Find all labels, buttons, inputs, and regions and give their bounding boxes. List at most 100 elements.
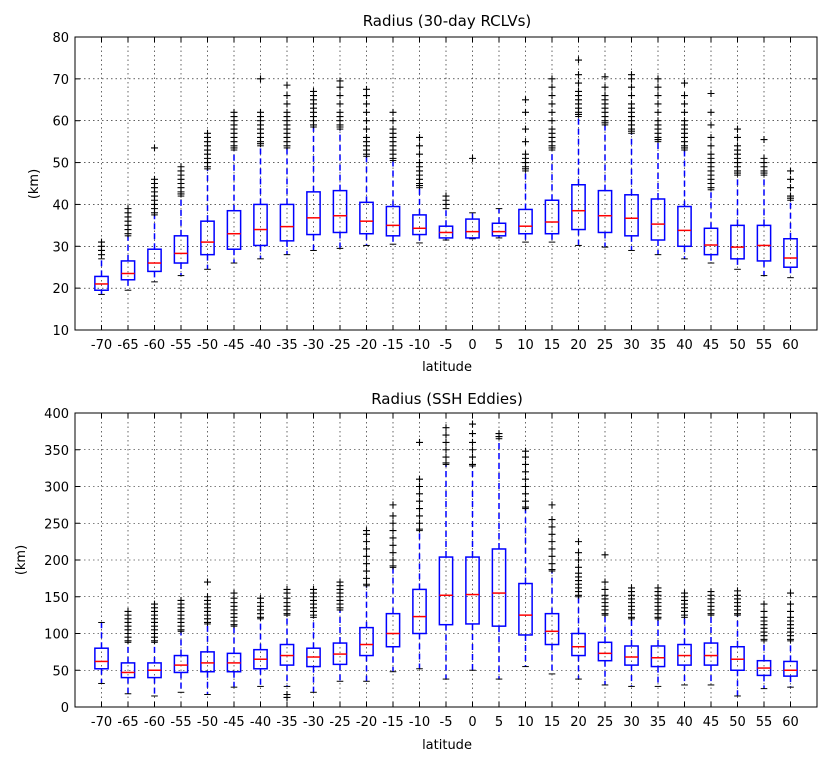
outlier-point — [707, 588, 715, 596]
x-tick-label: -25 — [329, 715, 350, 730]
outlier-point — [707, 133, 715, 141]
outlier-point — [389, 556, 397, 564]
x-tick-label: -55 — [170, 338, 191, 353]
outlier-point — [601, 585, 609, 593]
box--65 — [120, 607, 136, 695]
outlier-point — [628, 100, 635, 108]
box--45 — [226, 589, 242, 688]
box-20 — [571, 538, 586, 680]
x-tick-label: 60 — [782, 338, 799, 353]
box-55 — [756, 600, 772, 690]
outlier-point — [416, 497, 423, 505]
outlier-point — [787, 184, 794, 192]
iqr-box — [571, 184, 586, 231]
iqr-box — [385, 612, 401, 648]
x-tick-label: -45 — [223, 715, 244, 730]
outlier-point — [575, 538, 582, 546]
box-45 — [703, 588, 719, 686]
y-tick-label: 200 — [44, 554, 69, 569]
outlier-point — [124, 607, 132, 615]
outlier-point — [389, 534, 397, 542]
outlier-point — [389, 562, 397, 570]
outlier-point — [442, 192, 450, 200]
outlier-point — [787, 167, 794, 175]
iqr-box — [624, 645, 639, 666]
x-tick-label: -50 — [197, 715, 218, 730]
outlier-point — [469, 420, 476, 428]
outlier-point — [522, 453, 529, 461]
outlier-point — [522, 138, 529, 146]
x-tick-label: -10 — [409, 338, 430, 353]
x-tick-label: 10 — [517, 338, 534, 353]
outlier-point — [628, 83, 635, 91]
outlier-point — [522, 483, 529, 490]
outlier-point — [681, 108, 688, 116]
x-tick-label: 0 — [468, 715, 476, 730]
x-tick-label: -60 — [144, 338, 165, 353]
iqr-box — [120, 260, 136, 281]
iqr-box — [650, 198, 666, 241]
iqr-box — [518, 582, 533, 636]
x-tick-label: 35 — [650, 715, 667, 730]
outlier-point — [257, 108, 264, 116]
x-tick-label: -20 — [356, 338, 377, 353]
iqr-box — [200, 220, 215, 256]
iqr-box — [544, 612, 560, 646]
outlier-point — [548, 566, 556, 574]
outlier-point — [734, 125, 741, 133]
outlier-point — [177, 596, 185, 604]
outlier-point — [283, 691, 291, 699]
x-tick-label: -45 — [223, 338, 244, 353]
outlier-point — [548, 83, 556, 91]
box--10 — [412, 438, 427, 670]
box--30 — [306, 585, 321, 693]
outlier-point — [310, 87, 317, 95]
iqr-box — [94, 647, 109, 670]
iqr-box — [624, 194, 639, 237]
outlier-point — [575, 549, 582, 557]
outlier-point — [548, 100, 556, 108]
x-tick-label: 30 — [623, 338, 640, 353]
box--40 — [253, 594, 268, 687]
box--60 — [147, 144, 162, 283]
outlier-point — [442, 459, 450, 467]
outlier-point — [257, 594, 264, 602]
outlier-point — [363, 92, 370, 100]
box-35 — [650, 75, 666, 256]
box--60 — [147, 600, 162, 697]
y-axis-label: (km) — [14, 545, 29, 575]
x-tick-label: 55 — [756, 338, 773, 353]
outlier-point — [363, 574, 370, 582]
box--25 — [332, 578, 348, 682]
outlier-point — [548, 516, 556, 524]
outlier-point — [522, 96, 529, 104]
y-tick-label: 250 — [44, 517, 69, 532]
iqr-box — [518, 208, 533, 235]
iqr-box — [173, 654, 189, 674]
box--50 — [200, 129, 215, 270]
iqr-box — [465, 556, 480, 625]
outlier-point — [654, 83, 662, 91]
box--15 — [385, 501, 401, 673]
outlier-point — [336, 92, 344, 100]
outlier-point — [707, 108, 715, 116]
outlier-point — [548, 117, 556, 125]
outlier-point — [707, 121, 715, 129]
x-tick-label: -25 — [329, 338, 350, 353]
outlier-point — [363, 552, 370, 560]
outlier-point — [787, 600, 794, 608]
x-tick-label: -70 — [91, 715, 112, 730]
outlier-point — [230, 589, 238, 597]
outlier-point — [389, 512, 397, 520]
iqr-box — [544, 199, 560, 235]
outlier-point — [548, 538, 556, 546]
outlier-point — [548, 523, 556, 531]
outlier-point — [681, 589, 688, 597]
outlier-point — [548, 92, 556, 100]
box--65 — [120, 205, 136, 291]
box-30 — [624, 71, 639, 251]
x-tick-label: 45 — [703, 715, 720, 730]
outlier-point — [787, 175, 794, 183]
